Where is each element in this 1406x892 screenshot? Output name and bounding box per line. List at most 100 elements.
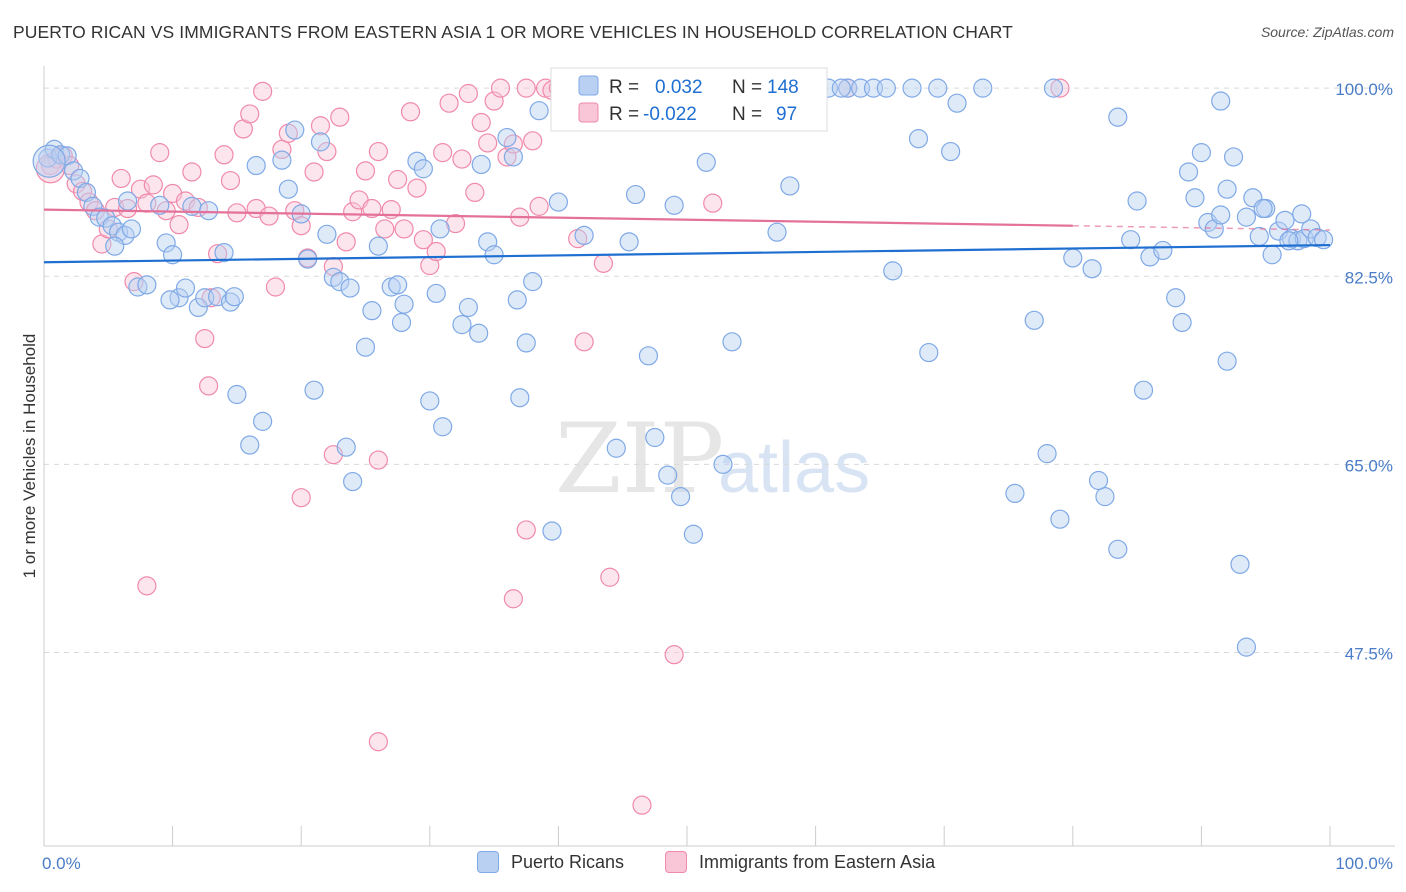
puerto-ricans-point-46 xyxy=(394,294,414,314)
y-tick-label-1: 82.5% xyxy=(1345,268,1393,287)
immigrants-eastern-asia-point-56 xyxy=(400,102,421,122)
puerto-ricans-point-41 xyxy=(355,337,376,357)
immigrants-eastern-asia-point-27 xyxy=(214,145,234,165)
immigrants-eastern-asia-point-61 xyxy=(433,143,453,163)
chart-title: PUERTO RICAN VS IMMIGRANTS FROM EASTERN … xyxy=(13,22,1013,42)
trend-lines xyxy=(43,208,1331,264)
puerto-ricans-point-50 xyxy=(426,283,446,304)
puerto-ricans-point-9 xyxy=(96,208,116,228)
puerto-ricans-point-153 xyxy=(105,236,125,256)
immigrants-eastern-asia-point-95 xyxy=(600,567,620,587)
immigrants-eastern-asia-point-75 xyxy=(523,131,543,151)
legend-r-label-1: R = xyxy=(609,77,639,98)
puerto-ricans-point-39 xyxy=(336,437,356,457)
puerto-ricans-point-20 xyxy=(175,278,196,298)
immigrants-eastern-asia-point-54 xyxy=(388,169,408,190)
puerto-ricans-point-30 xyxy=(272,150,292,170)
puerto-ricans-cluster-point xyxy=(32,144,66,178)
y-tick-label-0: 100.0% xyxy=(1335,80,1393,99)
puerto-ricans-point-113 xyxy=(1204,219,1224,239)
puerto-ricans-point-158 xyxy=(507,290,527,310)
immigrants-eastern-asia-point-52 xyxy=(375,219,395,239)
puerto-ricans-point-98 xyxy=(1024,310,1044,330)
legend-swatch-pink xyxy=(578,102,599,123)
puerto-ricans-point-96 xyxy=(973,78,993,98)
immigrants-eastern-asia-point-12 xyxy=(117,198,138,219)
legend-label-immigrants-eastern-asia: Immigrants from Eastern Asia xyxy=(699,851,936,872)
puerto-ricans-point-40 xyxy=(343,471,363,492)
watermark-zip: ZIP xyxy=(555,403,724,515)
immigrants-eastern-asia-point-86 xyxy=(368,450,388,470)
puerto-ricans-point-29 xyxy=(253,411,273,431)
puerto-ricans-point-26 xyxy=(220,292,241,312)
puerto-ricans-point-156 xyxy=(340,278,360,298)
immigrants-eastern-asia-point-97 xyxy=(703,193,723,213)
immigrants-eastern-asia-point-35 xyxy=(265,277,286,297)
series-puerto-ricans xyxy=(32,78,1334,657)
puerto-ricans-point-115 xyxy=(1217,179,1237,199)
immigrants-eastern-asia-point-63 xyxy=(445,213,466,234)
legend-n-value-2: 97 xyxy=(776,104,797,125)
puerto-ricans-point-31 xyxy=(278,179,298,199)
legend-swatch-immigrants-eastern-asia xyxy=(665,851,687,873)
puerto-ricans-point-18 xyxy=(163,245,183,265)
immigrants-eastern-asia-point-42 xyxy=(310,116,331,136)
immigrants-eastern-asia-point-14 xyxy=(130,179,151,199)
puerto-ricans-point-56 xyxy=(484,245,504,265)
puerto-ricans-point-17 xyxy=(156,233,176,253)
puerto-ricans-point-131 xyxy=(199,201,219,221)
puerto-ricans-point-71 xyxy=(638,346,659,366)
source-label: Source: ZipAtlas.com xyxy=(1260,24,1394,40)
puerto-ricans-point-32 xyxy=(285,120,305,140)
puerto-ricans-point-119 xyxy=(1249,226,1269,247)
puerto-ricans-point-157 xyxy=(391,312,412,333)
puerto-ricans-point-73 xyxy=(658,465,678,485)
tick-labels: 100.0% 82.5% 65.0% 47.5% 0.0% 100.0% xyxy=(42,80,1393,873)
x-tick-label-0: 0.0% xyxy=(42,854,81,873)
puerto-ricans-point-110 xyxy=(1178,162,1199,182)
immigrants-eastern-asia-point-43 xyxy=(317,141,337,162)
puerto-ricans-point-151 xyxy=(1279,231,1299,251)
puerto-ricans-point-123 xyxy=(1275,210,1295,230)
immigrants-eastern-asia-point-16 xyxy=(143,175,163,195)
legend-item-puerto-ricans: Puerto Ricans xyxy=(477,851,624,873)
immigrants-eastern-asia-point-70 xyxy=(490,78,511,98)
puerto-ricans-point-116 xyxy=(1223,147,1244,167)
puerto-ricans-point-47 xyxy=(407,151,427,171)
immigrants-eastern-asia-point-96 xyxy=(632,795,652,815)
puerto-ricans-point-133 xyxy=(310,132,331,152)
immigrants-eastern-asia-point-76 xyxy=(529,196,549,216)
puerto-ricans-point-48 xyxy=(413,159,433,179)
puerto-ricans-point-61 xyxy=(523,272,543,292)
immigrants-eastern-asia-point-22 xyxy=(182,162,202,182)
puerto-ricans-point-141 xyxy=(1088,470,1109,491)
puerto-ricans-point-63 xyxy=(542,521,562,541)
puerto-ricans-point-62 xyxy=(529,101,549,121)
axes xyxy=(43,66,1395,847)
legend-item-immigrants-eastern-asia: Immigrants from Eastern Asia xyxy=(665,851,935,873)
puerto-ricans-point-150 xyxy=(1253,198,1273,219)
immigrants-eastern-asia-point-68 xyxy=(478,133,498,153)
legend-r-value-2: -0.022 xyxy=(643,104,697,125)
immigrants-eastern-asia-point-17 xyxy=(150,143,170,163)
puerto-ricans-point-106 xyxy=(1133,380,1154,400)
puerto-ricans-point-13 xyxy=(121,219,142,239)
puerto-ricans-point-68 xyxy=(606,438,626,458)
puerto-ricans-point-27 xyxy=(227,384,247,405)
trend-line-immigrants-eastern-asia xyxy=(43,208,1073,227)
puerto-ricans-point-69 xyxy=(619,232,639,252)
legend-box: R = 0.032 N = 148 R = -0.022 N = 97 xyxy=(550,67,828,132)
puerto-ricans-point-94 xyxy=(941,141,961,162)
puerto-ricans-point-145 xyxy=(1191,143,1212,163)
legend-n-value-1: 148 xyxy=(767,77,799,98)
puerto-ricans-point-5 xyxy=(70,168,90,189)
puerto-ricans-point-64 xyxy=(548,192,569,212)
puerto-ricans-point-134 xyxy=(430,219,450,239)
puerto-ricans-point-140 xyxy=(1037,444,1057,464)
puerto-ricans-point-148 xyxy=(1236,637,1257,657)
puerto-ricans-point-105 xyxy=(1121,230,1141,250)
immigrants-eastern-asia-point-28 xyxy=(220,170,241,191)
puerto-ricans-point-91 xyxy=(902,78,922,98)
puerto-ricans-point-90 xyxy=(883,261,903,281)
immigrants-eastern-asia-point-45 xyxy=(330,107,350,127)
